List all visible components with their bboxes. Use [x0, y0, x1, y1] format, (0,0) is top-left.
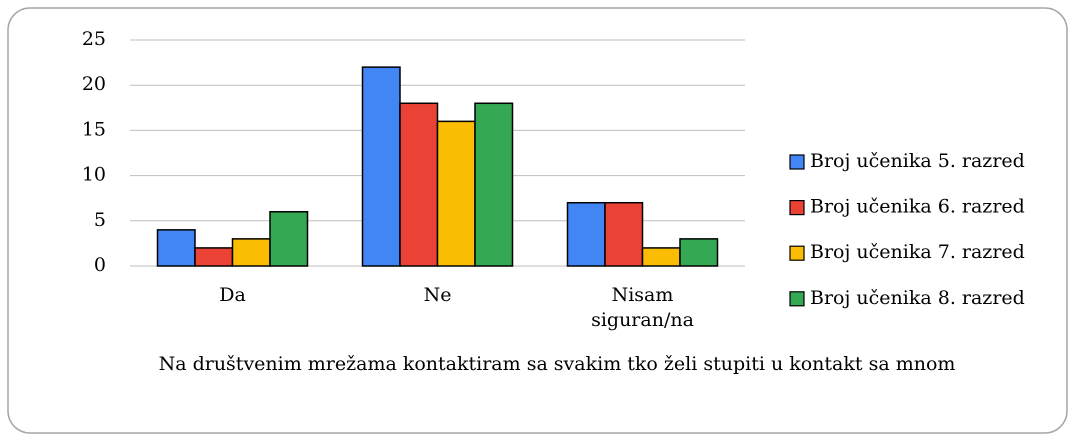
x-tick-label: Da [219, 284, 246, 306]
x-axis-title: Na društvenim mrežama kontaktiram sa sva… [158, 353, 956, 375]
y-tick-label: 20 [82, 73, 106, 95]
bar [436, 120, 476, 267]
bar [474, 102, 514, 267]
legend-label: Broj učenika 8. razred [810, 287, 1025, 309]
y-tick-label: 10 [82, 164, 106, 186]
bar [399, 102, 439, 267]
x-tick-label: Nisam siguran/na [591, 284, 694, 331]
legend-swatch [789, 245, 805, 261]
legend-label: Broj učenika 6. razred [810, 196, 1025, 218]
legend-swatch [789, 291, 805, 307]
bar [156, 229, 196, 267]
y-tick-label: 15 [82, 118, 106, 140]
legend-label: Broj učenika 5. razred [810, 150, 1025, 172]
bar [641, 247, 681, 267]
bar [679, 238, 719, 267]
bar [194, 247, 234, 267]
bar [566, 201, 606, 267]
y-tick-label: 5 [94, 209, 106, 231]
y-tick-label: 0 [94, 254, 106, 276]
legend-swatch [789, 200, 805, 216]
bar [604, 201, 644, 267]
bar [269, 211, 309, 267]
legend-swatch [789, 154, 805, 170]
bar [361, 66, 401, 267]
y-tick-label: 25 [82, 28, 106, 50]
bar [231, 238, 271, 267]
x-tick-label: Ne [423, 284, 452, 306]
legend-label: Broj učenika 7. razred [810, 241, 1025, 263]
